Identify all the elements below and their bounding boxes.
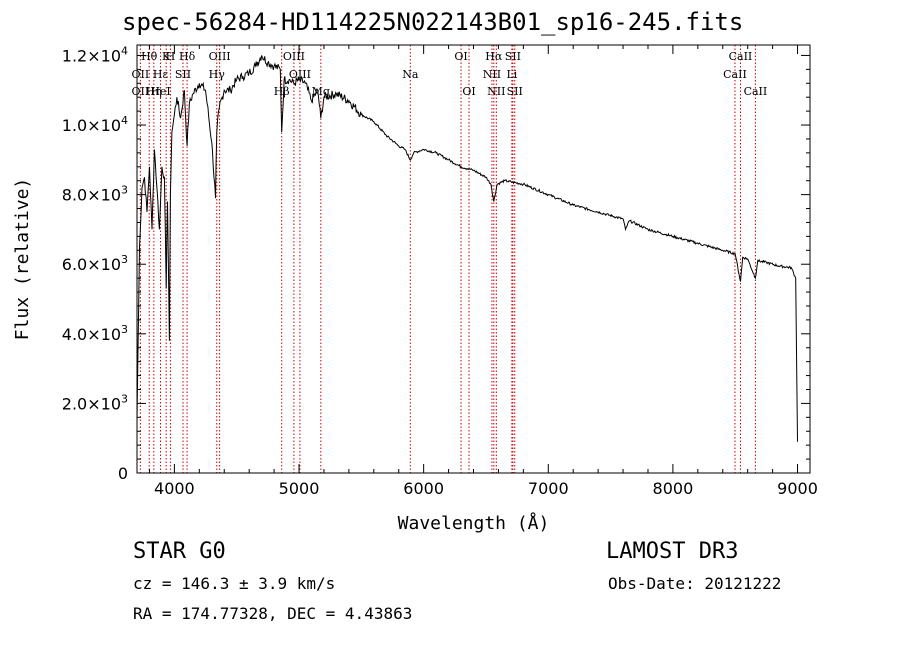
y-axis-title: Flux (relative) [12, 178, 33, 341]
spectral-line-label: Hδ [179, 50, 196, 63]
spectral-line-label: Li [506, 68, 517, 81]
spectral-line-label: OIII [209, 50, 231, 63]
spectral-line-label: OII [132, 68, 150, 81]
chart-title: spec-56284-HD114225N022143B01_sp16-245.f… [122, 8, 744, 36]
spectral-line-label: OI [454, 50, 467, 63]
redshift-label: cz = 146.3 ± 3.9 km/s [133, 574, 336, 593]
spectral-line-label: OIII [283, 50, 305, 63]
spectral-line-label: Hε [153, 68, 169, 81]
x-tick-label: 4000 [154, 479, 195, 498]
x-tick-label: 6000 [403, 479, 444, 498]
spectral-line-label: OII [132, 85, 150, 98]
spectral-line-label: Hβ [274, 85, 290, 98]
survey-label: LAMOST DR3 [606, 539, 739, 564]
spectral-line-label: OI [462, 85, 475, 98]
y-tick-label: 4.0×103 [62, 323, 128, 344]
spectral-line-label: HeI [150, 85, 170, 98]
y-tick-label: 1.0×104 [62, 114, 128, 135]
spectrum-line [136, 55, 798, 442]
spectral-line-label: Hθ [141, 50, 158, 63]
x-axis-title: Wavelength (Å) [398, 512, 550, 534]
spectral-line-label: K [162, 50, 171, 63]
spectral-line-label: CaII [729, 50, 753, 63]
spectral-line-label: H [166, 50, 176, 63]
y-tick-label: 2.0×103 [62, 392, 128, 413]
spectral-line-label: Hγ [209, 68, 226, 81]
spectral-line-label: SII [505, 50, 521, 63]
spectral-line-label: Hη [146, 85, 162, 98]
spectral-line-label: SII [175, 68, 191, 81]
y-tick-label: 1.2×104 [62, 44, 128, 65]
obs-date-label: Obs-Date: 20121222 [608, 574, 782, 593]
plot-frame [136, 44, 811, 474]
coordinates-label: RA = 174.77328, DEC = 4.43863 [133, 604, 413, 623]
y-tick-label: 0 [118, 464, 128, 483]
y-tick-label: 8.0×103 [62, 184, 128, 205]
object-type-label: STAR G0 [133, 539, 226, 564]
x-tick-label: 8000 [653, 479, 694, 498]
spectral-line-label: NII [487, 85, 505, 98]
spectral-line-label: Na [402, 68, 419, 81]
spectral-line-label: CaII [723, 68, 747, 81]
spectral-line-label: OIII [289, 68, 311, 81]
y-tick-label: 6.0×103 [62, 253, 128, 274]
spectral-line-label: SII [507, 85, 523, 98]
x-tick-label: 7000 [528, 479, 569, 498]
spectral-line-label: NII [483, 68, 501, 81]
spectral-line-label: CaII [744, 85, 768, 98]
x-tick-label: 5000 [279, 479, 320, 498]
spectral-line-label: Hα [485, 50, 503, 63]
x-tick-label: 9000 [777, 479, 818, 498]
